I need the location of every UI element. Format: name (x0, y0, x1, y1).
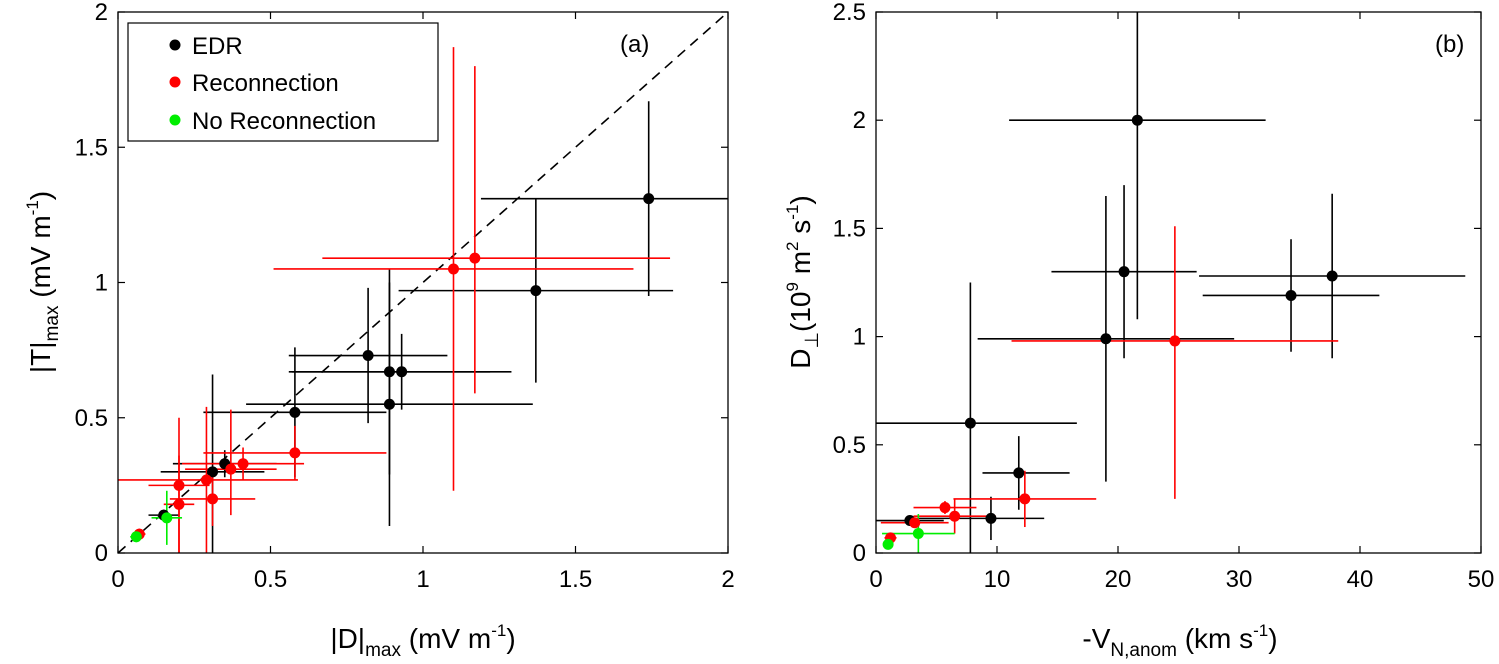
y-tick-label: 0 (95, 540, 108, 567)
panel-a-y-axis-label: |T|max (mV m-1) (23, 191, 63, 373)
point-edr-9 (207, 466, 219, 478)
x-tick-label: 40 (1347, 566, 1374, 593)
point-no-reconnection-2 (130, 531, 142, 543)
legend-marker-edr (169, 39, 181, 51)
point-reconnection-2 (1019, 493, 1031, 505)
panel-b-label: (b) (1435, 31, 1464, 58)
y-tick-label: 1 (95, 270, 108, 297)
x-tick-label: 10 (984, 566, 1011, 593)
point-edr-3 (1285, 289, 1297, 301)
x-tick-label: 20 (1105, 566, 1132, 593)
point-reconnection-1 (1169, 335, 1181, 347)
panel-a-x-axis-label: |D|max (mV m-1) (330, 621, 515, 661)
legend-label-no-reconnection: No Reconnection (192, 108, 376, 135)
point-edr-6 (383, 398, 395, 410)
point-edr-6 (964, 417, 976, 429)
point-edr-4 (1326, 270, 1338, 282)
point-reconnection-6 (207, 493, 219, 505)
point-edr-2 (1118, 266, 1130, 278)
x-tick-label: 1 (416, 566, 429, 593)
point-edr-1 (643, 193, 655, 205)
panel-a: 0 0.5 1 1.5 2 0 0.5 1 1.5 2 (a) |D|max (mV m-1) |… (23, 0, 735, 661)
point-edr-4 (383, 366, 395, 378)
y-tick-label: 1.5 (833, 215, 866, 242)
point-reconnection-5 (225, 463, 237, 475)
point-reconnection-1 (448, 263, 459, 275)
point-reconnection-8 (173, 479, 185, 491)
panel-b-ticks: 0 10 20 30 40 50 0 0.5 1 1.5 2 2.5 (833, 0, 1495, 593)
legend-marker-no-reconnection (169, 114, 181, 126)
y-tick-label: 1 (853, 324, 866, 351)
point-edr-7 (1013, 467, 1025, 479)
point-reconnection-7 (200, 474, 212, 486)
legend-label-reconnection: Reconnection (192, 70, 339, 97)
panel-a-axes-box (117, 11, 729, 554)
panel-b-y-axis-label: D⊥(109 m2 s-1) (783, 195, 823, 369)
x-tick-label: 0 (111, 566, 124, 593)
x-tick-label: 2 (721, 566, 734, 593)
x-tick-label: 1.5 (559, 566, 592, 593)
x-tick-label: 30 (1226, 566, 1253, 593)
y-tick-label: 2 (95, 0, 108, 26)
point-reconnection-9 (173, 498, 185, 510)
point-no-reconnection-1 (912, 528, 924, 540)
point-edr-2 (530, 285, 542, 297)
point-edr-1 (1131, 114, 1143, 126)
y-tick-label: 1.5 (75, 134, 108, 161)
point-no-reconnection-1 (161, 512, 173, 524)
panel-a-data-marks (118, 47, 728, 553)
y-tick-label: 2.5 (833, 0, 866, 26)
point-edr-3 (362, 350, 374, 362)
y-tick-label: 2 (853, 107, 866, 134)
point-edr-5 (1100, 333, 1112, 345)
point-reconnection-4 (237, 458, 249, 470)
point-no-reconnection-2 (882, 538, 894, 550)
point-reconnection-4 (949, 510, 961, 522)
panel-b: 0 10 20 30 40 50 0 0.5 1 1.5 2 2.5 (b) -VN,anom (km… (783, 0, 1494, 661)
legend: EDR Reconnection No Reconnection (127, 22, 439, 142)
y-tick-label: 0.5 (833, 432, 866, 459)
point-edr-8 (985, 512, 997, 524)
point-reconnection-3 (939, 502, 951, 514)
y-tick-label: 0.5 (75, 405, 108, 432)
point-edr-5 (396, 366, 408, 378)
point-reconnection-3 (289, 447, 301, 459)
point-reconnection-5 (909, 517, 921, 529)
panel-a-label: (a) (620, 31, 649, 58)
panel-b-x-axis-label: -VN,anom (km s-1) (1082, 621, 1277, 661)
panel-b-data-marks (876, 12, 1466, 553)
x-tick-label: 0 (869, 566, 882, 593)
point-edr-7 (289, 406, 301, 418)
legend-label-edr: EDR (192, 33, 243, 60)
x-tick-label: 0.5 (254, 566, 287, 593)
legend-marker-reconnection (169, 76, 181, 88)
panel-b-axes-box (875, 11, 1482, 554)
y-tick-label: 0 (853, 540, 866, 567)
point-reconnection-2 (469, 252, 481, 264)
x-tick-label: 50 (1468, 566, 1495, 593)
